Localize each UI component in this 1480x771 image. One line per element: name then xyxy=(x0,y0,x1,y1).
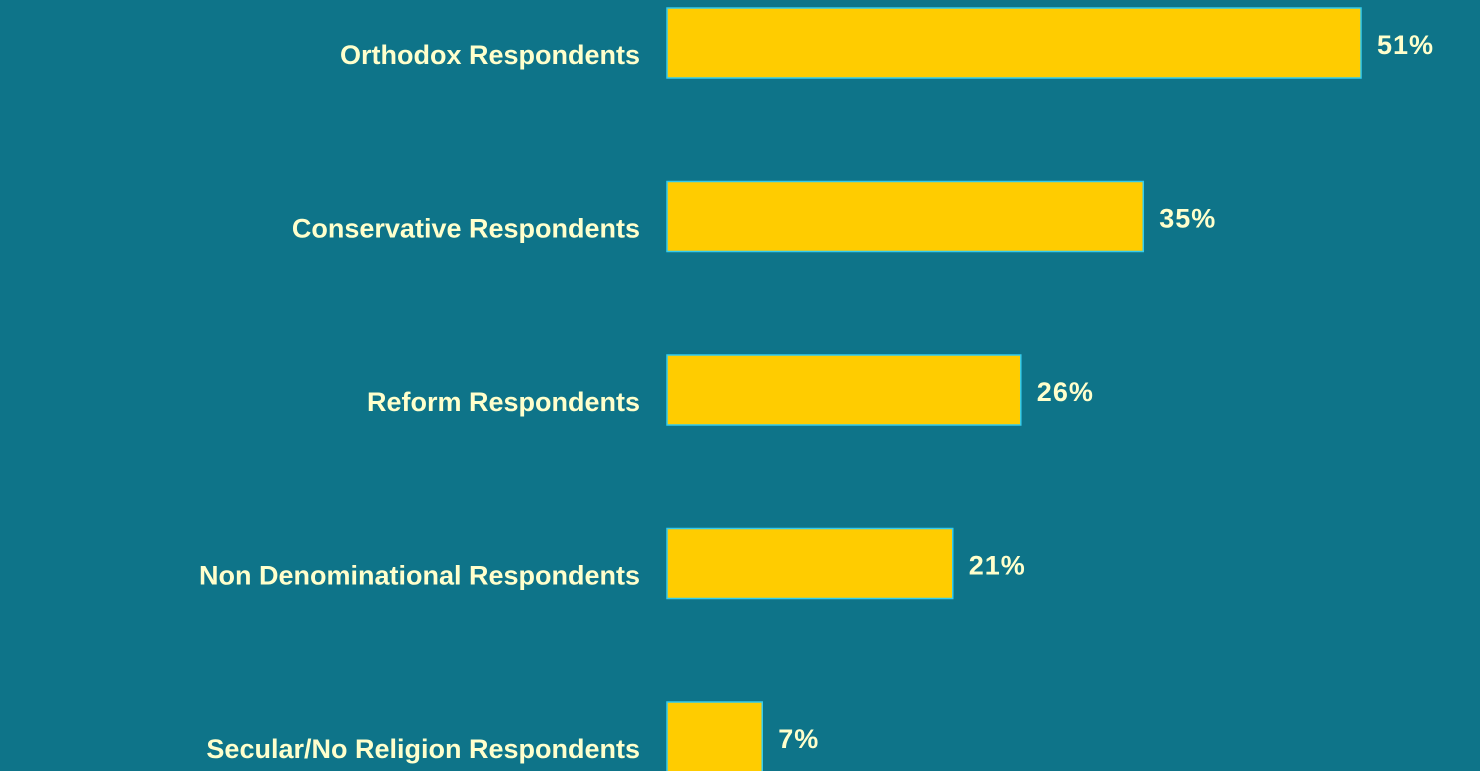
bar xyxy=(666,527,954,600)
bar xyxy=(666,354,1022,426)
bar xyxy=(666,180,1145,253)
category-label: Reform Respondents xyxy=(367,387,640,417)
value-label: 26% xyxy=(1037,377,1094,407)
value-label: 7% xyxy=(778,724,819,754)
value-label: 51% xyxy=(1377,30,1434,60)
category-label: Orthodox Respondents xyxy=(340,40,640,70)
value-label: 35% xyxy=(1159,204,1216,234)
bar xyxy=(666,701,764,771)
category-label: Secular/No Religion Respondents xyxy=(206,734,640,764)
value-label: 21% xyxy=(969,551,1026,581)
bar xyxy=(666,7,1362,79)
category-label: Non Denominational Respondents xyxy=(199,561,640,591)
category-label: Conservative Respondents xyxy=(292,214,640,244)
